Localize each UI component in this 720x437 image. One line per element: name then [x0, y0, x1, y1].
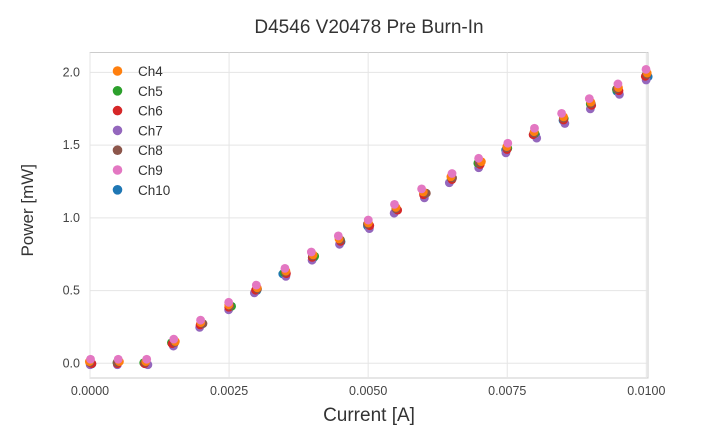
svg-text:D4546 V20478 Pre Burn-In: D4546 V20478 Pre Burn-In — [254, 17, 483, 38]
svg-text:0.0050: 0.0050 — [349, 384, 387, 398]
svg-text:Ch9: Ch9 — [138, 163, 163, 178]
svg-text:Current [A]: Current [A] — [323, 405, 415, 426]
svg-text:Ch8: Ch8 — [138, 143, 163, 158]
svg-text:0.0100: 0.0100 — [627, 384, 665, 398]
svg-text:2.0: 2.0 — [63, 65, 80, 79]
svg-text:Ch6: Ch6 — [138, 104, 163, 119]
svg-text:Ch10: Ch10 — [138, 183, 170, 198]
svg-text:0.0075: 0.0075 — [488, 384, 526, 398]
svg-text:0.0: 0.0 — [63, 356, 80, 370]
svg-text:0.5: 0.5 — [63, 284, 80, 298]
svg-text:1.0: 1.0 — [63, 211, 80, 225]
svg-text:Ch4: Ch4 — [138, 64, 163, 79]
svg-text:Ch7: Ch7 — [138, 123, 163, 138]
svg-text:0.0025: 0.0025 — [210, 384, 248, 398]
svg-text:1.5: 1.5 — [63, 138, 80, 152]
svg-text:0.0000: 0.0000 — [71, 384, 109, 398]
svg-text:Power [mW]: Power [mW] — [18, 164, 37, 257]
svg-text:Ch5: Ch5 — [138, 84, 163, 99]
